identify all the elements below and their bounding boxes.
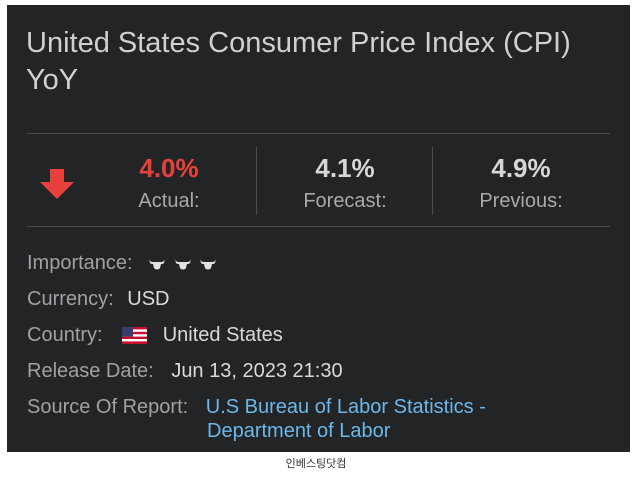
arrow-down-icon: [40, 169, 74, 199]
release-date-row: Release Date: Jun 13, 2023 21:30: [27, 360, 343, 383]
indicator-title: United States Consumer Price Index (CPI)…: [26, 27, 571, 96]
country-row: Country: United States: [27, 324, 283, 347]
source-link-line2[interactable]: Department of Labor: [207, 420, 391, 442]
source-label: Source Of Report:: [27, 396, 189, 418]
currency-value: USD: [127, 288, 170, 310]
source-row: Source Of Report: U.S Bureau of Labor St…: [27, 396, 486, 419]
importance-rating: [148, 252, 219, 275]
forecast-label: Forecast:: [303, 190, 387, 212]
forecast-value: 4.1%: [315, 153, 375, 183]
top-divider: [27, 133, 610, 134]
actual-stat: 4.0% Actual:: [122, 153, 216, 215]
previous-stat: 4.9% Previous:: [466, 153, 576, 215]
bull-icon: [174, 258, 191, 270]
stat-separator: [256, 147, 257, 215]
importance-row: Importance:: [27, 252, 219, 275]
source-row-continued: Department of Labor: [207, 420, 390, 443]
previous-value: 4.9%: [491, 153, 551, 183]
stats-row: 4.0% Actual: 4.1% Forecast: 4.9% Previou…: [7, 147, 630, 217]
image-caption: 인베스팅닷컴: [285, 458, 347, 470]
currency-row: Currency: USD: [27, 288, 170, 311]
economic-indicator-card: United States Consumer Price Index (CPI)…: [7, 5, 630, 452]
country-label: Country:: [27, 324, 103, 346]
bull-icon: [200, 258, 217, 270]
us-flag-icon: [122, 327, 148, 345]
currency-label: Currency:: [27, 288, 114, 310]
bottom-divider: [27, 226, 610, 227]
previous-label: Previous:: [479, 190, 563, 212]
release-date-value: Jun 13, 2023 21:30: [171, 360, 343, 382]
release-date-label: Release Date:: [27, 360, 154, 382]
source-link-line1[interactable]: U.S Bureau of Labor Statistics -: [205, 396, 486, 418]
forecast-stat: 4.1% Forecast:: [288, 153, 402, 215]
country-value: United States: [162, 324, 283, 346]
importance-label: Importance:: [27, 252, 133, 274]
bull-icon: [149, 258, 166, 270]
actual-value: 4.0%: [139, 153, 199, 183]
stat-separator: [432, 147, 433, 215]
actual-label: Actual:: [138, 190, 200, 212]
